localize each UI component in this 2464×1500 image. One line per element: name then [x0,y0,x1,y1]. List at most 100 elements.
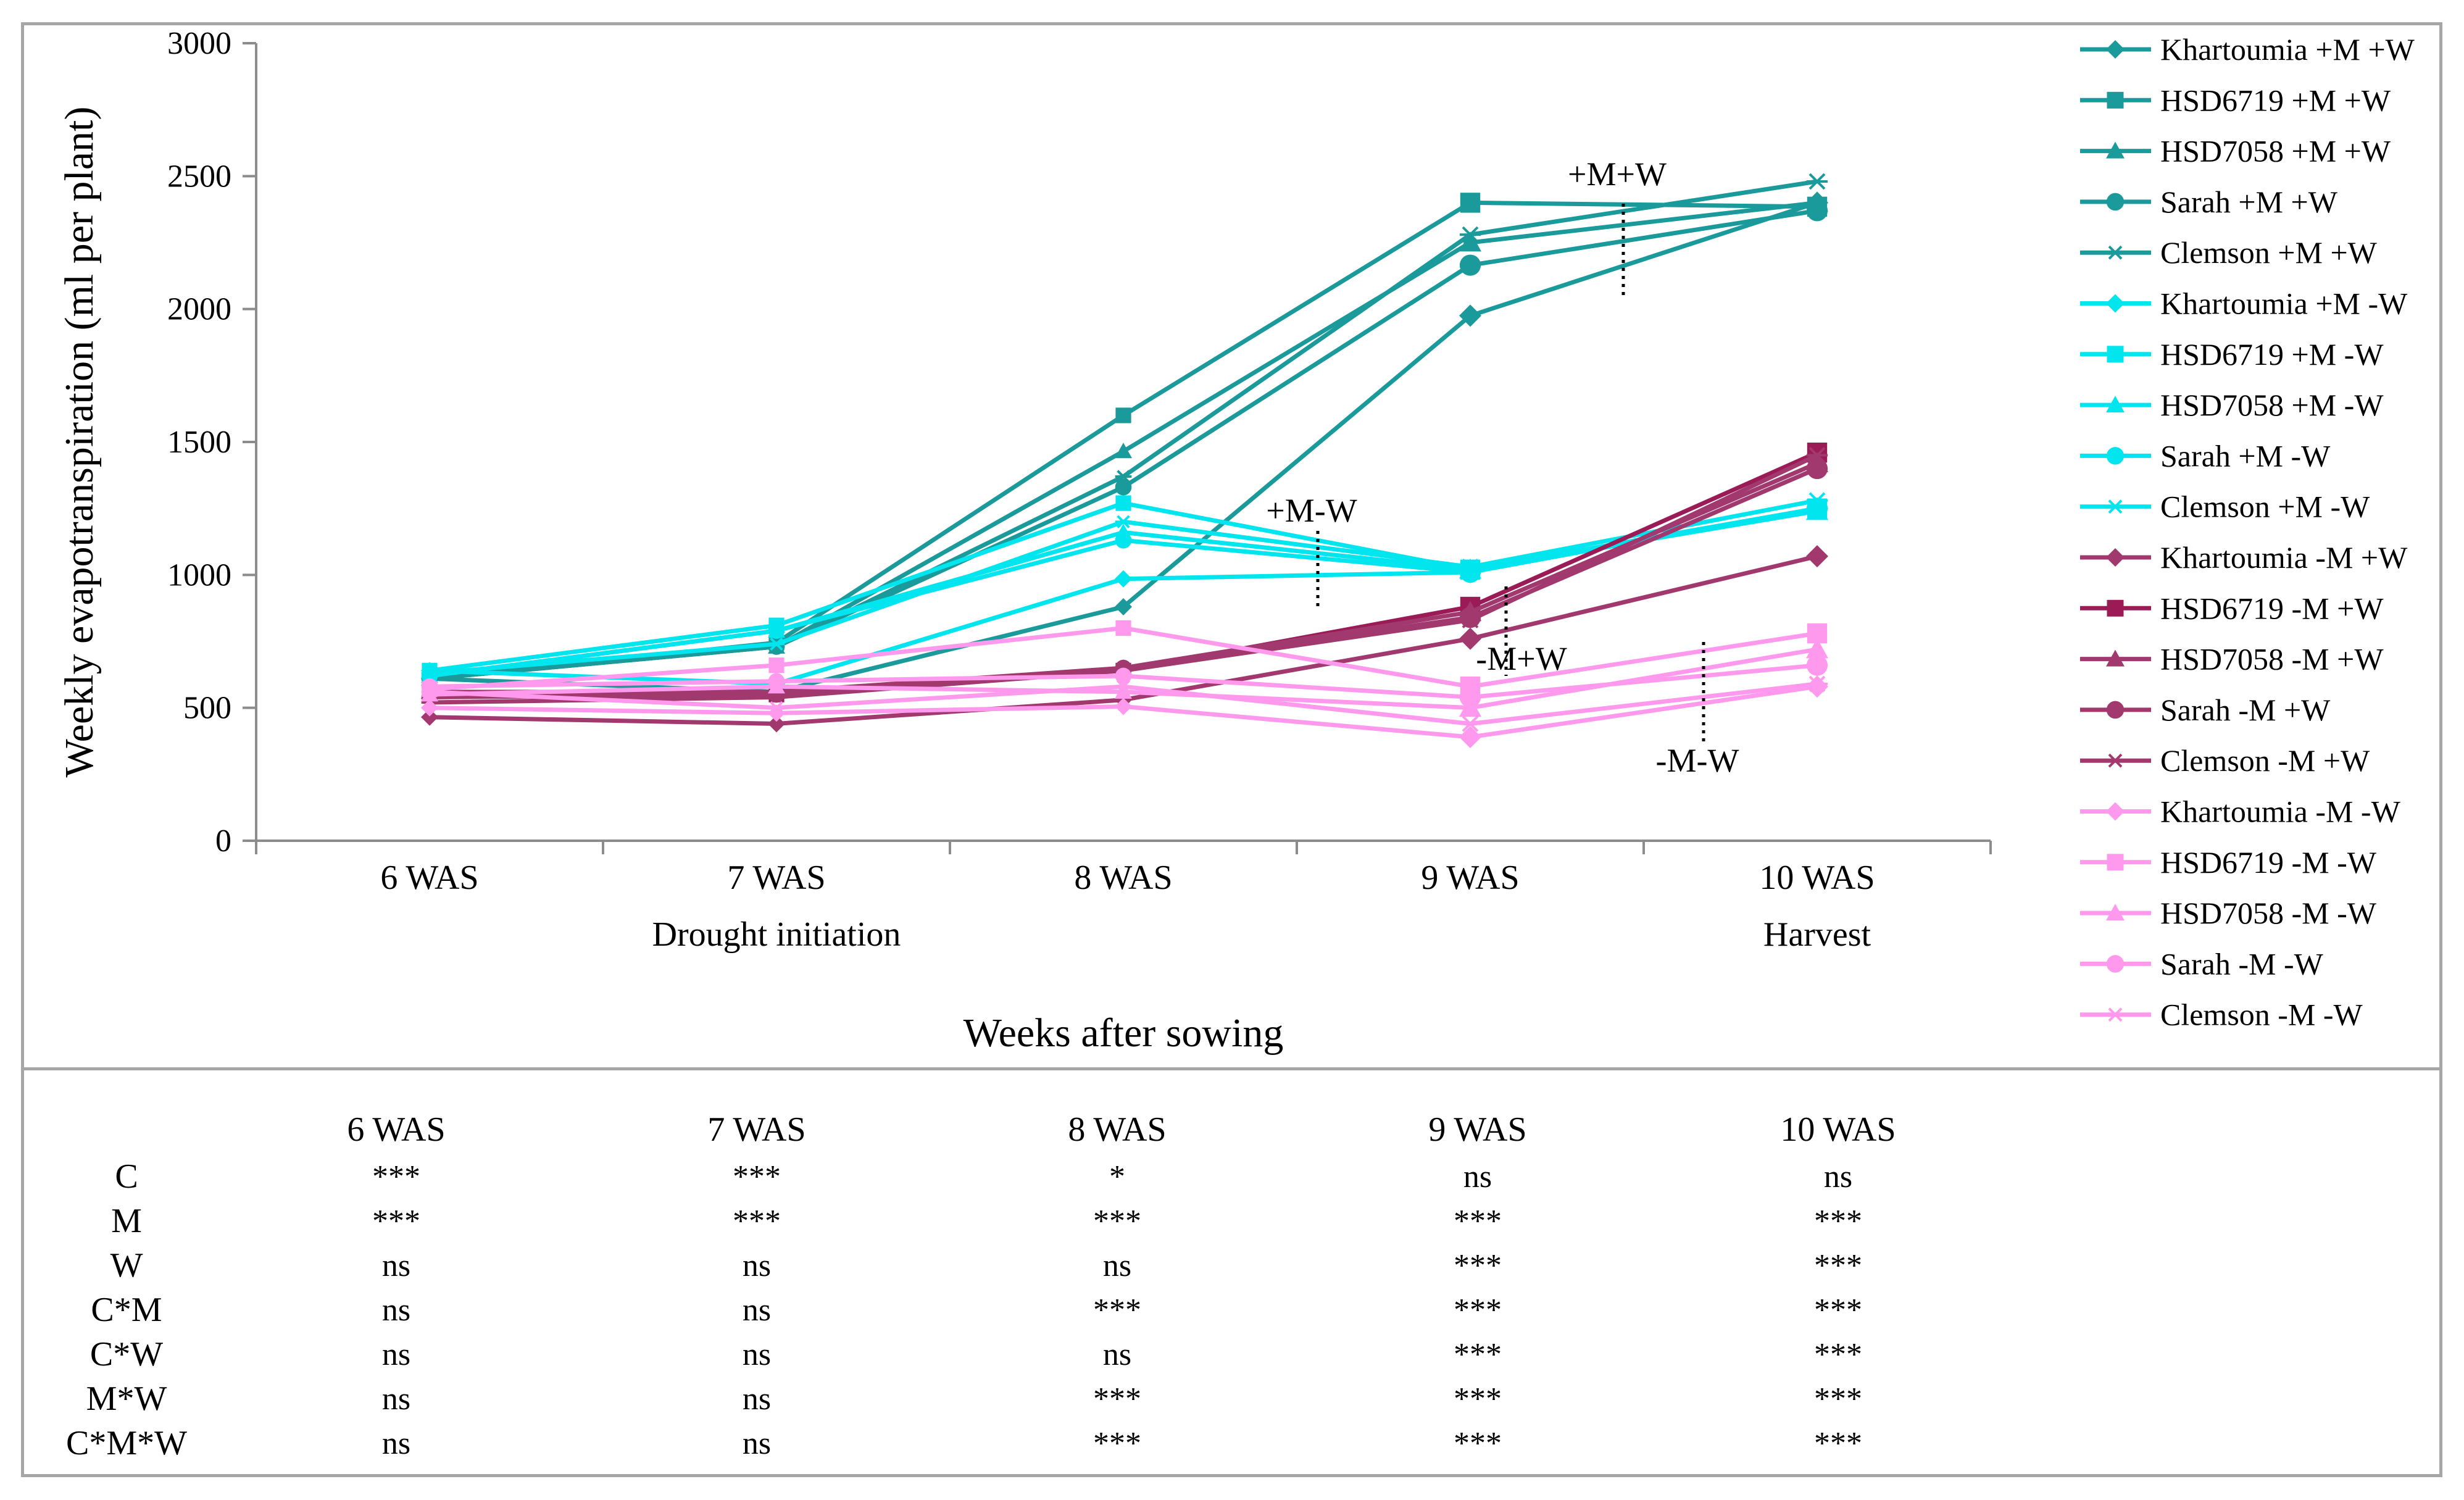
x-sub-label: Harvest [1763,915,1871,954]
x-tick-label: 8 WAS [1074,859,1172,897]
legend-label: Khartoumia -M -W [2160,794,2401,829]
legend-label: Khartoumia -M +W [2160,540,2408,575]
legend-label: Khartoumia +M +W [2160,32,2415,67]
table-col-header: 9 WAS [1428,1110,1527,1149]
data-point [1115,407,1131,423]
legend-entry: Clemson +M -W [2080,490,2370,524]
table-cell: ns [742,1336,772,1372]
data-point [421,699,438,717]
table-row-label: C*W [89,1335,164,1373]
series-khartoumia-m-w [421,675,1828,749]
x-tick-label: 10 WAS [1759,859,1875,897]
data-point [1806,545,1828,568]
group-label: -M+W [1476,640,1567,677]
table-cell: *** [1814,1203,1862,1239]
legend-label: Khartoumia +M -W [2160,286,2408,321]
legend-marker [2107,91,2124,109]
data-point [1459,231,1481,252]
legend-marker [2106,40,2125,59]
y-axis-title: Weekly evapotranspiration (ml per plant) [57,107,102,778]
data-point [1115,570,1132,588]
legend-label: HSD6719 -M +W [2160,591,2384,625]
data-point [1115,478,1132,496]
table-cell: * [1109,1159,1125,1194]
table-row: C*M ns ns *** *** *** [37,1288,2018,1332]
data-point [1115,683,1132,699]
legend-entry: Clemson +M +W [2080,235,2378,270]
data-point [1806,638,1828,659]
legend-marker [2106,294,2125,313]
legend-entry: Clemson -M +W [2080,743,2370,778]
chart-axes: 0 500 1000 1500 2000 2500 3000 6 WAS 7 WAS 8 WAS 9… [57,26,1992,1056]
data-point [421,685,438,699]
table-cell: *** [1814,1381,1862,1417]
data-point [1459,715,1481,732]
legend-label: HSD6719 +M -W [2160,337,2384,372]
legend-label: HSD6719 -M -W [2160,845,2377,880]
legend-marker [2106,499,2125,514]
table-cell: ns [742,1381,772,1417]
data-point [1115,495,1131,511]
data-point [1459,254,1481,276]
legend-entry: HSD6719 -M -W [2080,845,2377,880]
group-label: -M-W [1656,742,1739,779]
chart-series [421,173,1828,749]
data-point [1459,304,1481,327]
data-point [1459,559,1481,575]
table-cell: ns [381,1425,411,1461]
legend-marker [2106,955,2125,973]
table-cell: *** [1454,1381,1502,1417]
table-cell: ns [742,1425,772,1461]
figure-divider [21,1067,2442,1070]
legend-label: Sarah -M +W [2160,693,2331,727]
table-cell: ns [742,1292,772,1328]
legend-marker [2106,548,2125,567]
table-cell: *** [372,1159,420,1194]
data-point [1115,443,1132,459]
legend-marker [2106,701,2125,719]
legend-entry: HSD6719 -M +W [2080,591,2384,625]
data-point [421,666,438,680]
legend-marker [2106,1007,2125,1022]
table-cell: *** [1093,1292,1141,1328]
table-cell: *** [1814,1425,1862,1461]
data-point [1115,515,1132,528]
legend-label: Clemson +M +W [2160,235,2378,270]
y-tick-label: 1000 [167,557,231,593]
table-cell: ns [381,1292,411,1328]
group-label: +M+W [1568,156,1667,193]
data-point [768,701,785,715]
data-point [1115,470,1132,483]
data-point [1806,447,1828,464]
x-tick-label: 9 WAS [1421,859,1519,897]
legend-entry: Khartoumia +M +W [2080,32,2415,67]
table-cell: ns [381,1381,411,1417]
y-tick-label: 1500 [167,425,231,460]
data-point [1115,667,1132,685]
legend-label: Sarah +M +W [2160,185,2338,219]
legend-marker [2106,193,2125,211]
data-point [1459,627,1481,650]
x-tick-label: 6 WAS [380,859,478,897]
table-row-label: C*M [91,1291,162,1329]
data-point [1115,620,1131,636]
table-row-label: C [115,1157,138,1196]
data-point [1806,457,1828,480]
legend-marker [2106,802,2125,821]
table-cell: ns [1102,1336,1132,1372]
data-point [1115,598,1132,616]
data-point [1115,698,1132,715]
legend-entry: HSD7058 -M -W [2080,896,2377,930]
legend-label: Clemson -M -W [2160,998,2363,1032]
legend-marker [2106,447,2125,465]
legend-entry: Sarah +M +W [2080,185,2338,219]
data-point [768,657,785,673]
data-point [768,673,785,690]
y-tick-label: 500 [183,691,231,726]
table-cell: *** [733,1159,781,1194]
series-clemson-m-w [421,675,1828,732]
legend-entry: Sarah +M -W [2080,438,2331,473]
table-cell: ns [1463,1159,1492,1194]
table-col-header: 7 WAS [707,1110,806,1149]
legend-label: HSD7058 +M -W [2160,388,2384,422]
